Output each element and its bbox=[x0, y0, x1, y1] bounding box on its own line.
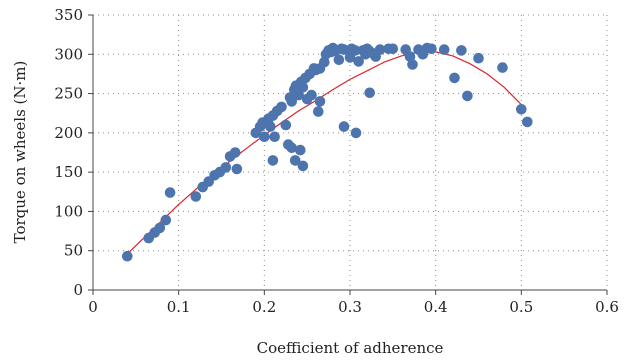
data-point bbox=[364, 87, 376, 99]
data-point bbox=[269, 131, 280, 143]
x-tick-label: 0.5 bbox=[509, 298, 533, 316]
data-point bbox=[522, 116, 533, 128]
data-point bbox=[438, 44, 450, 55]
data-point bbox=[122, 250, 133, 262]
data-point bbox=[229, 147, 241, 158]
data-point bbox=[516, 104, 527, 115]
data-point bbox=[426, 43, 437, 55]
y-tick-label: 300 bbox=[54, 45, 83, 63]
data-point bbox=[154, 222, 166, 234]
data-point bbox=[497, 62, 508, 73]
data-point bbox=[387, 43, 399, 55]
data-point bbox=[280, 119, 292, 131]
x-axis-title: Coefficient of adherence bbox=[257, 339, 444, 357]
data-point bbox=[164, 187, 176, 198]
x-tick-label: 0.3 bbox=[338, 298, 362, 316]
data-point bbox=[306, 89, 317, 101]
data-point bbox=[314, 96, 326, 107]
data-point bbox=[289, 155, 301, 166]
x-tick-label: 0.4 bbox=[424, 298, 448, 316]
data-point bbox=[160, 214, 172, 226]
data-point bbox=[350, 127, 362, 139]
tick-labels: 0 50 100 150 200 250 300 350 0 0.1 0.2 0.3 0.4 0.5 0.6 bbox=[54, 6, 619, 316]
data-point bbox=[286, 142, 298, 154]
data-point bbox=[313, 106, 324, 117]
data-point bbox=[407, 59, 418, 70]
data-point bbox=[267, 155, 279, 166]
data-point bbox=[338, 121, 350, 132]
x-tick-label: 0.6 bbox=[595, 298, 619, 316]
data-points bbox=[122, 42, 533, 262]
data-point bbox=[473, 52, 484, 64]
data-point bbox=[349, 45, 361, 56]
data-point bbox=[333, 54, 345, 66]
data-point bbox=[297, 160, 309, 172]
y-tick-label: 50 bbox=[64, 242, 83, 260]
data-point bbox=[456, 45, 467, 56]
data-point bbox=[374, 44, 386, 55]
y-tick-label: 0 bbox=[73, 281, 83, 299]
data-point bbox=[462, 90, 473, 102]
data-point bbox=[449, 72, 460, 84]
data-point bbox=[231, 163, 243, 175]
x-tick-label: 0.2 bbox=[252, 298, 276, 316]
x-tick-label: 0 bbox=[88, 298, 98, 316]
data-point bbox=[259, 131, 270, 143]
data-point bbox=[276, 101, 287, 113]
y-tick-label: 150 bbox=[54, 163, 83, 181]
y-axis-title: Torque on wheels (N·m) bbox=[11, 61, 29, 244]
data-point bbox=[338, 44, 350, 55]
y-tick-label: 100 bbox=[54, 202, 83, 220]
data-point bbox=[220, 162, 232, 173]
data-point bbox=[265, 121, 276, 132]
y-tick-label: 250 bbox=[54, 85, 83, 103]
y-tick-label: 350 bbox=[54, 6, 83, 24]
x-tick-label: 0.1 bbox=[167, 298, 191, 316]
y-tick-label: 200 bbox=[54, 124, 83, 142]
data-point bbox=[353, 56, 364, 67]
data-point bbox=[297, 82, 309, 93]
data-point bbox=[286, 96, 298, 107]
data-point bbox=[190, 191, 202, 202]
trend-line-layer bbox=[126, 51, 527, 255]
data-point bbox=[295, 144, 306, 156]
fit-curve bbox=[126, 51, 527, 255]
data-point bbox=[293, 89, 304, 101]
